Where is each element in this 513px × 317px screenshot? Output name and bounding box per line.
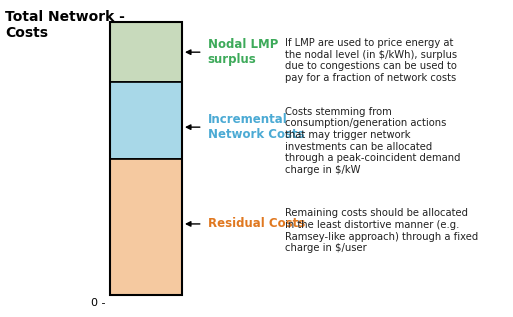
Text: Nodal LMP
surplus: Nodal LMP surplus <box>208 38 278 66</box>
Text: Total Network -
Costs: Total Network - Costs <box>5 10 125 40</box>
Text: If LMP are used to price energy at
the nodal level (in $/kWh), surplus
due to co: If LMP are used to price energy at the n… <box>285 38 457 83</box>
Text: Costs stemming from
consumption/generation actions
that may trigger network
inve: Costs stemming from consumption/generati… <box>285 107 460 175</box>
Text: Residual Costs: Residual Costs <box>208 217 305 230</box>
Text: 0 -: 0 - <box>91 298 105 308</box>
Text: Incremental
Network Costs: Incremental Network Costs <box>208 113 304 141</box>
Text: Remaining costs should be allocated
in the least distortive manner (e.g.
Ramsey-: Remaining costs should be allocated in t… <box>285 208 478 253</box>
